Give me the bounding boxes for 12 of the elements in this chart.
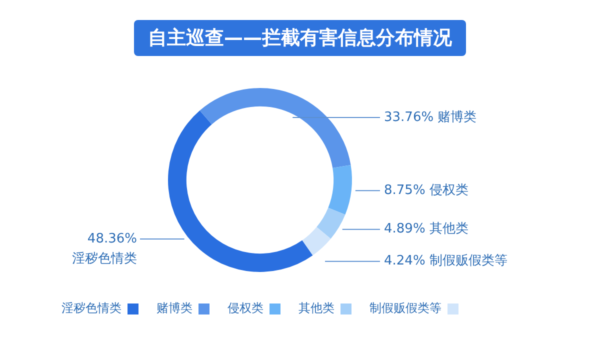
text: 4.24% 制假贩假类等 [384, 254, 508, 269]
legend-label: 制假贩假类等 [370, 301, 442, 316]
chart-title: 自主巡查——拦截有害信息分布情况 [134, 20, 466, 56]
text: 33.76% 赌博类 [384, 110, 477, 125]
legend-label: 侵权类 [228, 301, 264, 316]
text: 8.75% 侵权类 [384, 183, 468, 198]
legend-label: 赌博类 [156, 301, 192, 316]
legend-label: 其他类 [298, 301, 334, 316]
slice-label: 淫秽色情类 [72, 251, 137, 266]
data-label: 48.36% [87, 231, 137, 246]
legend-label: 淫秽色情类 [62, 301, 122, 316]
text: 4.89% 其他类 [384, 222, 468, 237]
